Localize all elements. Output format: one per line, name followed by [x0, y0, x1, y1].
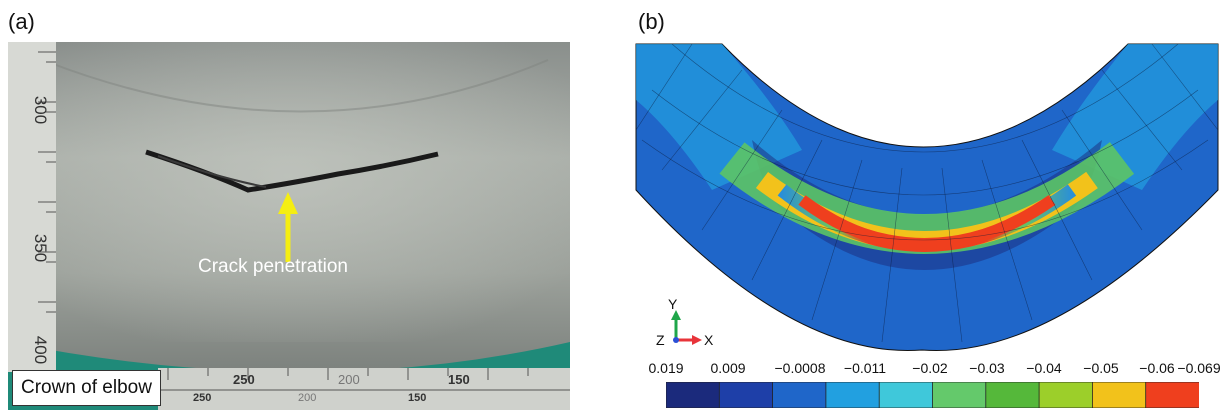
ruler-label: 400 — [31, 335, 51, 365]
legend-tick: 0.009 — [710, 360, 746, 376]
legend-tick: −0.0008 — [774, 360, 826, 376]
panel-label-a: (a) — [8, 9, 35, 34]
legend-swatch — [878, 382, 934, 408]
legend-swatch — [772, 382, 827, 408]
legend-swatch — [1091, 382, 1147, 408]
axis-triad — [671, 310, 702, 345]
fe-contour-plot: Y X Z — [632, 40, 1222, 360]
legend-swatch — [932, 382, 987, 408]
legend-tick: −0.06 — [1139, 360, 1175, 376]
yellow-arrow-icon — [278, 192, 298, 262]
legend-swatch — [825, 382, 881, 408]
legend-tick: −0.069 — [1177, 360, 1221, 376]
ruler-label: 200 — [298, 392, 317, 404]
horizontal-ruler — [158, 368, 570, 410]
legend-tick: −0.03 — [969, 360, 1005, 376]
x-axis-label: X — [704, 332, 714, 348]
legend-tick: −0.011 — [843, 360, 887, 376]
ruler-label: 250 — [193, 392, 212, 404]
legend-tick: −0.05 — [1083, 360, 1119, 376]
vertical-ruler — [8, 42, 56, 372]
elbow-photo: 300 350 400 250 200 150 250 200 150 Crac… — [8, 42, 570, 410]
legend-tick: −0.04 — [1026, 360, 1062, 376]
ruler-label: 200 — [338, 372, 360, 387]
crack-annotation: Crack penetration — [198, 256, 348, 277]
photo-caption: Crown of elbow — [12, 370, 161, 406]
z-axis-label: Z — [656, 332, 665, 348]
legend-tick-labels: 0.019 0.009 −0.0008 −0.011 −0.02 −0.03 −… — [646, 360, 1226, 378]
legend-swatch — [666, 382, 721, 408]
legend-swatch — [718, 382, 774, 408]
legend-swatch — [985, 382, 1040, 408]
ruler-label: 250 — [233, 372, 255, 387]
legend-tick: 0.019 — [648, 360, 684, 376]
ruler-label: 150 — [408, 392, 427, 404]
elbow-photo-graphic — [8, 42, 570, 410]
ruler-label: 150 — [448, 372, 470, 387]
legend-swatch — [1145, 382, 1199, 408]
ruler-label: 350 — [31, 233, 51, 263]
legend-color-bar — [666, 382, 1199, 408]
panel-label-b: (b) — [638, 9, 665, 34]
legend-swatch — [1038, 382, 1094, 408]
legend-tick: −0.02 — [912, 360, 948, 376]
ruler-label: 300 — [31, 95, 51, 125]
y-axis-label: Y — [668, 296, 678, 312]
fe-contour-graphic — [635, 43, 1219, 352]
